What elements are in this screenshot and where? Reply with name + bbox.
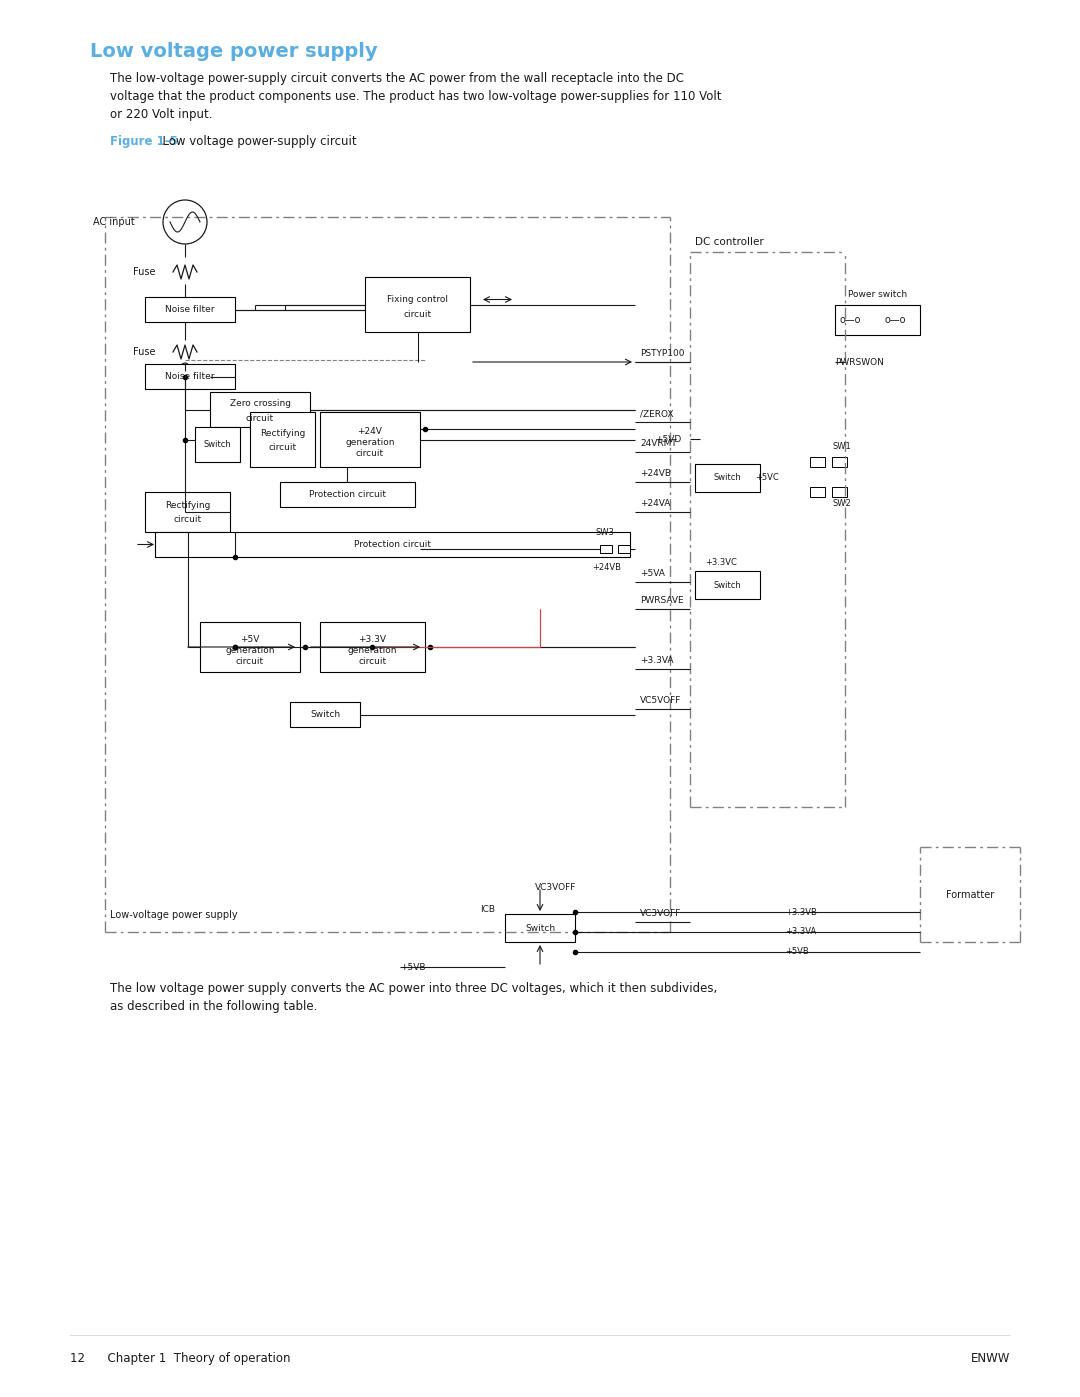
- Text: +3.3VA: +3.3VA: [785, 928, 816, 936]
- Text: Protection circuit: Protection circuit: [354, 541, 431, 549]
- Text: Low voltage power-supply circuit: Low voltage power-supply circuit: [156, 136, 356, 148]
- FancyBboxPatch shape: [696, 464, 760, 492]
- Text: generation: generation: [348, 645, 397, 655]
- Text: SW3: SW3: [595, 528, 613, 536]
- FancyBboxPatch shape: [618, 545, 630, 553]
- FancyBboxPatch shape: [365, 277, 470, 332]
- Text: Noise filter: Noise filter: [165, 305, 215, 314]
- Text: Rectifying: Rectifying: [260, 429, 306, 439]
- Text: ICB: ICB: [480, 905, 495, 915]
- FancyBboxPatch shape: [835, 305, 920, 335]
- Text: Fuse: Fuse: [133, 267, 156, 277]
- Text: Noise filter: Noise filter: [165, 372, 215, 381]
- FancyBboxPatch shape: [200, 622, 300, 672]
- Text: Figure 1-5: Figure 1-5: [110, 136, 178, 148]
- Text: VC3VOFF: VC3VOFF: [640, 909, 681, 918]
- Text: +5VC: +5VC: [755, 472, 779, 482]
- Text: VC5VOFF: VC5VOFF: [640, 696, 681, 705]
- FancyBboxPatch shape: [156, 532, 630, 557]
- FancyBboxPatch shape: [505, 914, 575, 942]
- FancyBboxPatch shape: [832, 457, 847, 467]
- Text: +24VB: +24VB: [640, 469, 671, 478]
- Text: +24VA: +24VA: [640, 499, 671, 509]
- Text: SW2: SW2: [833, 499, 851, 509]
- FancyBboxPatch shape: [145, 365, 235, 388]
- Text: VC3VOFF: VC3VOFF: [535, 883, 577, 891]
- Text: Switch: Switch: [204, 440, 231, 448]
- Text: Power switch: Power switch: [848, 291, 907, 299]
- Text: circuit: circuit: [269, 443, 297, 453]
- Text: +5VA: +5VA: [640, 569, 665, 578]
- Text: ENWW: ENWW: [971, 1352, 1010, 1365]
- Text: +24VB: +24VB: [592, 563, 621, 571]
- Text: The low voltage power supply converts the AC power into three DC voltages, which: The low voltage power supply converts th…: [110, 982, 717, 1013]
- FancyBboxPatch shape: [320, 412, 420, 467]
- Text: Fuse: Fuse: [133, 346, 156, 358]
- Text: Rectifying: Rectifying: [165, 500, 211, 510]
- FancyBboxPatch shape: [832, 488, 847, 497]
- FancyBboxPatch shape: [291, 703, 360, 726]
- FancyBboxPatch shape: [210, 393, 310, 427]
- Text: +3.3VC: +3.3VC: [705, 557, 737, 567]
- Text: +3.3VA: +3.3VA: [640, 657, 674, 665]
- Text: AC input: AC input: [93, 217, 135, 226]
- Text: SW1: SW1: [833, 441, 851, 451]
- Text: PSTYP100: PSTYP100: [640, 349, 685, 358]
- Text: PWRSWON: PWRSWON: [835, 358, 883, 366]
- Text: +5VB: +5VB: [785, 947, 809, 957]
- Text: Switch: Switch: [714, 474, 741, 482]
- Text: 12      Chapter 1  Theory of operation: 12 Chapter 1 Theory of operation: [70, 1352, 291, 1365]
- FancyBboxPatch shape: [810, 457, 825, 467]
- Text: Switch: Switch: [714, 581, 741, 590]
- Text: generation: generation: [346, 439, 395, 447]
- Text: PWRSAVE: PWRSAVE: [640, 597, 684, 605]
- Text: Low-voltage power supply: Low-voltage power supply: [110, 909, 238, 921]
- FancyBboxPatch shape: [145, 492, 230, 532]
- Text: DC controller: DC controller: [696, 237, 764, 247]
- Text: +5VB: +5VB: [400, 963, 426, 971]
- Text: +5VD: +5VD: [654, 434, 681, 443]
- Text: circuit: circuit: [246, 414, 274, 423]
- FancyBboxPatch shape: [145, 298, 235, 321]
- Text: +3.3VB: +3.3VB: [785, 908, 816, 916]
- Text: Fixing control: Fixing control: [387, 295, 448, 305]
- FancyBboxPatch shape: [320, 622, 426, 672]
- Text: circuit: circuit: [356, 448, 384, 458]
- Text: circuit: circuit: [359, 657, 387, 665]
- Text: 24VRMT: 24VRMT: [640, 439, 677, 448]
- Text: +3.3V: +3.3V: [359, 634, 387, 644]
- Text: /ZEROX: /ZEROX: [640, 409, 674, 418]
- FancyBboxPatch shape: [696, 571, 760, 599]
- Text: Formatter: Formatter: [946, 890, 994, 900]
- FancyBboxPatch shape: [810, 488, 825, 497]
- Text: generation: generation: [226, 645, 274, 655]
- Text: Switch: Switch: [525, 923, 555, 933]
- Text: circuit: circuit: [235, 657, 265, 665]
- Text: Protection circuit: Protection circuit: [309, 490, 386, 499]
- Text: circuit: circuit: [174, 514, 202, 524]
- FancyBboxPatch shape: [600, 545, 612, 553]
- Text: o—o: o—o: [839, 314, 861, 326]
- FancyBboxPatch shape: [249, 412, 315, 467]
- Text: Switch: Switch: [310, 710, 340, 719]
- FancyBboxPatch shape: [195, 427, 240, 462]
- FancyBboxPatch shape: [280, 482, 415, 507]
- Text: circuit: circuit: [404, 310, 432, 319]
- Text: o—o: o—o: [885, 314, 906, 326]
- Text: +24V: +24V: [357, 427, 382, 436]
- Text: The low-voltage power-supply circuit converts the AC power from the wall recepta: The low-voltage power-supply circuit con…: [110, 73, 721, 122]
- Text: Low voltage power supply: Low voltage power supply: [90, 42, 378, 61]
- Text: Zero crossing: Zero crossing: [229, 400, 291, 408]
- Text: +5V: +5V: [241, 634, 259, 644]
